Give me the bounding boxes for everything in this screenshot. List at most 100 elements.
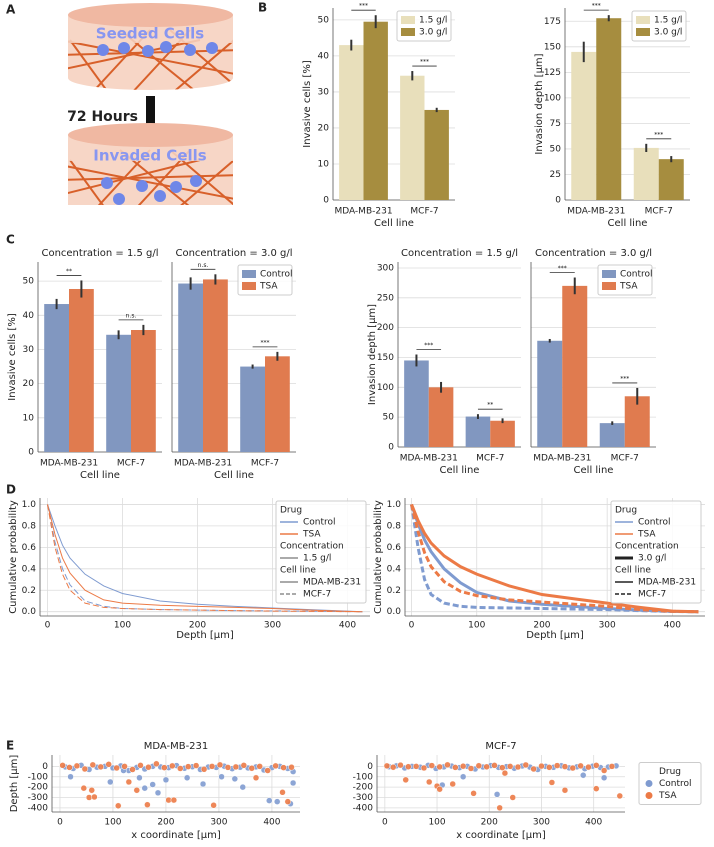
scatter-point <box>475 762 483 770</box>
scatter-point <box>412 763 420 770</box>
legend-label: Control <box>303 518 336 528</box>
line-series <box>47 504 363 613</box>
scatter-point <box>288 763 295 771</box>
legend-swatch <box>242 282 256 290</box>
y-tick-label: 300 <box>377 263 394 273</box>
significance-label: *** <box>558 265 567 272</box>
panel-letter: A <box>6 3 16 17</box>
diagram-label: Seeded Cells <box>96 25 204 43</box>
y-tick-label: 0 <box>42 762 48 772</box>
x-tick-label: MCF-7 <box>251 459 279 469</box>
scatter-point <box>577 762 584 770</box>
legend-heading: Cell line <box>615 566 651 576</box>
y-tick-label: 40 <box>318 51 330 61</box>
bar <box>490 420 515 447</box>
legend-label: TSA <box>259 282 278 292</box>
scatter-point <box>192 762 200 769</box>
scatter-point <box>530 765 537 773</box>
scatter-point <box>210 802 217 809</box>
scatter-point <box>200 766 208 773</box>
chart-title: Concentration = 1.5 g/l <box>41 248 158 259</box>
y-tick-label: 125 <box>544 68 561 78</box>
legend-heading: Drug <box>615 506 637 516</box>
legend-label: TSA <box>619 282 638 292</box>
y-tick-label: 0.4 <box>387 564 402 574</box>
y-tick-label: 100 <box>544 93 561 103</box>
bar <box>424 109 449 200</box>
x-tick-label: MDA-MB-231 <box>174 459 232 469</box>
legend-swatch <box>636 16 650 24</box>
y-tick-label: 0.2 <box>22 586 36 596</box>
legend-label: 1.5 g/l <box>303 554 331 564</box>
legend-label: 1.5 g/l <box>654 16 682 26</box>
y-tick-label: 250 <box>377 293 394 303</box>
y-tick-label: -100 <box>353 772 374 782</box>
significance-label: *** <box>592 3 601 10</box>
y-tick-label: 0 <box>28 448 34 458</box>
y-tick-label: 30 <box>318 87 330 97</box>
scatter-point <box>280 764 287 771</box>
y-tick-label: 75 <box>550 119 561 129</box>
y-tick-label: 25 <box>550 170 561 180</box>
scatter-point <box>546 764 553 771</box>
bar <box>537 340 563 447</box>
y-tick-label: 175 <box>544 17 561 27</box>
scatter-point <box>470 790 477 797</box>
dish-invaded: Invaded Cells <box>68 123 233 205</box>
y-tick-label: 200 <box>377 323 394 333</box>
scatter-point <box>121 763 128 770</box>
y-axis-label: Invasive cells [%] <box>302 60 313 148</box>
y-tick-label: 0 <box>323 196 329 206</box>
scatter-point <box>162 776 170 784</box>
scatter-point <box>522 761 530 769</box>
bar <box>363 21 388 201</box>
scatter-point <box>459 773 467 781</box>
x-tick-label: MCF-7 <box>645 207 673 217</box>
scatter-point <box>506 763 514 770</box>
scatter-point <box>538 762 545 770</box>
x-tick-label: MCF-7 <box>410 207 438 217</box>
x-tick-label: MDA-MB-231 <box>567 207 625 217</box>
x-axis-label: Cell line <box>574 465 614 476</box>
legend-label: Control <box>638 518 671 528</box>
y-tick-label: 0.4 <box>22 564 37 574</box>
scatter-point <box>452 764 459 771</box>
scatter-point <box>284 798 292 805</box>
bar <box>240 366 265 452</box>
panel-letter: B <box>258 1 267 15</box>
chart-title: MDA-MB-231 <box>144 741 209 752</box>
y-tick-label: 10 <box>318 159 330 169</box>
y-axis-label: Depth [μm] <box>9 755 20 813</box>
chart-title: Concentration = 1.5 g/l <box>401 248 518 259</box>
scatter-point <box>256 763 263 770</box>
y-tick-label: 50 <box>23 277 35 287</box>
scatter-point <box>491 762 498 769</box>
bar <box>404 360 429 447</box>
scatter-point <box>561 786 569 794</box>
scatter-point <box>105 761 112 768</box>
legend-label: 3.0 g/l <box>654 28 682 38</box>
x-tick-label: 200 <box>481 818 498 828</box>
chart-title: Concentration = 3.0 g/l <box>535 248 652 259</box>
x-tick-label: 100 <box>104 818 121 828</box>
scatter-point <box>144 801 151 808</box>
scatter-point <box>129 766 136 773</box>
legend-label: 1.5 g/l <box>419 16 447 26</box>
y-tick-label: 1.0 <box>22 500 37 510</box>
legend-label: TSA <box>302 530 321 540</box>
significance-label: *** <box>359 3 368 10</box>
y-tick-label: 0 <box>367 762 373 772</box>
legend-label: Control <box>659 779 692 789</box>
diagram-label: Invaded Cells <box>93 147 206 165</box>
significance-label: n.s. <box>126 312 137 319</box>
chart-title: MCF-7 <box>485 741 516 752</box>
y-axis-label: Invasion depth [μm] <box>367 304 378 405</box>
legend-label: 3.0 g/l <box>638 554 666 564</box>
scatter-point <box>483 763 490 771</box>
legend-label: MDA-MB-231 <box>638 578 696 588</box>
scatter-point <box>136 774 143 782</box>
x-tick-label: 300 <box>210 818 227 828</box>
y-tick-label: 0 <box>388 443 394 453</box>
cells <box>101 175 202 205</box>
x-tick-label: 0 <box>57 818 63 828</box>
